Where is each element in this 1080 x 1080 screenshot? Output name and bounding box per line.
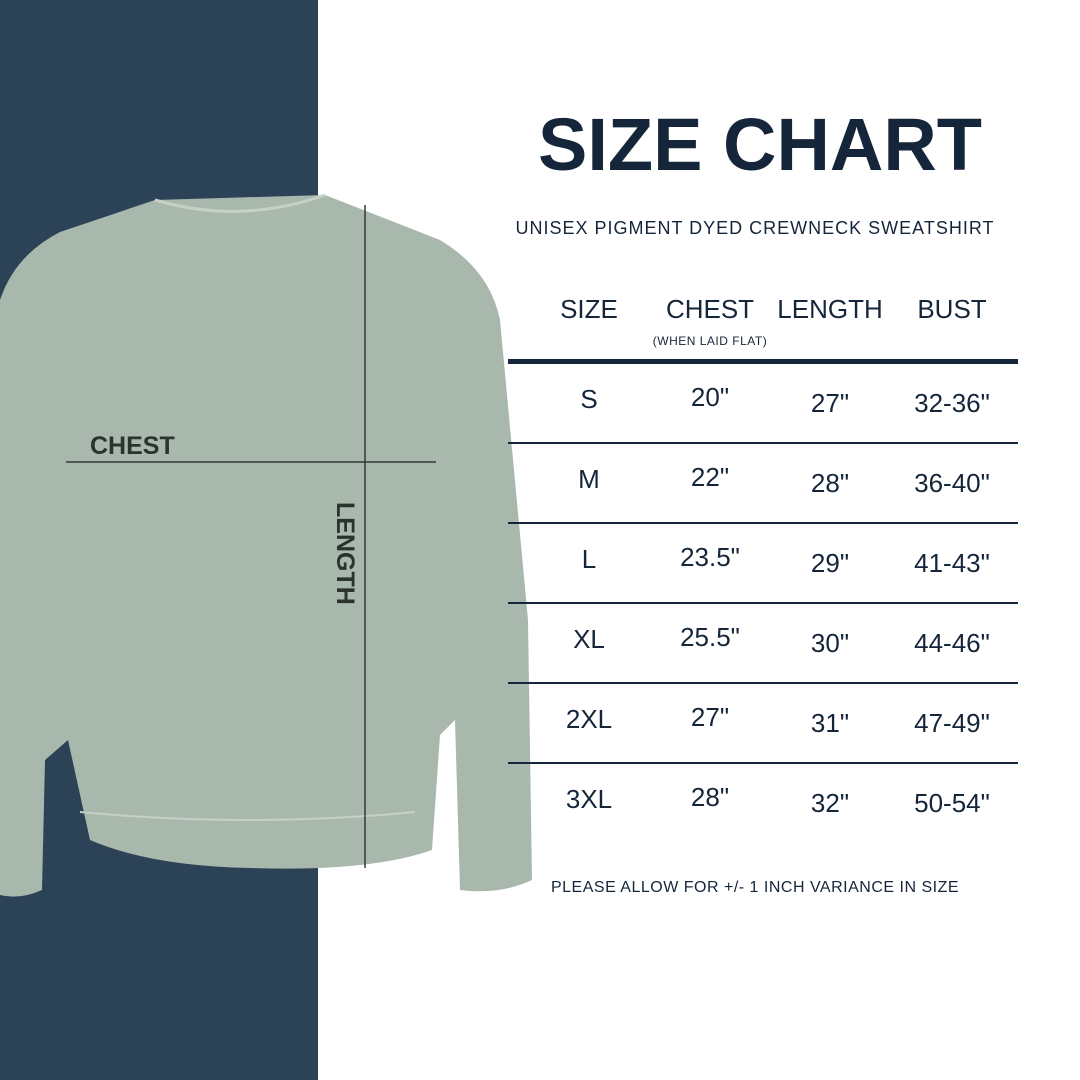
subtitle: UNISEX PIGMENT DYED CREWNECK SWEATSHIRT — [515, 218, 995, 238]
row-divider — [508, 682, 1018, 684]
table-cell: 22" — [690, 462, 730, 492]
table-cell: 27" — [810, 388, 850, 418]
row-divider — [508, 762, 1018, 764]
table-cell: 36-40" — [914, 468, 990, 498]
table-cell: 30" — [810, 628, 850, 658]
table-cell: 47-49" — [914, 708, 990, 738]
table-cell: 50-54" — [914, 788, 990, 818]
row-divider — [508, 442, 1018, 444]
table-cell: M — [578, 464, 600, 494]
table-cell: 28" — [690, 782, 730, 812]
header-bust: BUST — [917, 294, 987, 324]
header-length: LENGTH — [777, 294, 883, 324]
table-cell: 32" — [810, 788, 850, 818]
table-cell: S — [580, 384, 598, 414]
table-cell: 28" — [810, 468, 850, 498]
table-cell: 25.5" — [680, 622, 740, 652]
table-cell: L — [581, 544, 597, 574]
table-cell: 23.5" — [680, 542, 740, 572]
chest-note: (WHEN LAID FLAT) — [652, 334, 768, 348]
header-divider — [508, 359, 1018, 364]
table-cell: 3XL — [565, 784, 613, 814]
length-measure-label: LENGTH — [331, 502, 359, 605]
table-cell: 20" — [690, 382, 730, 412]
row-divider — [508, 522, 1018, 524]
table-cell: XL — [573, 624, 605, 654]
table-cell: 2XL — [565, 704, 613, 734]
row-divider — [508, 602, 1018, 604]
table-cell: 41-43" — [914, 548, 990, 578]
header-chest: CHEST — [665, 294, 755, 324]
table-cell: 32-36" — [914, 388, 990, 418]
table-cell: 31" — [810, 708, 850, 738]
table-cell: 44-46" — [914, 628, 990, 658]
table-cell: 27" — [690, 702, 730, 732]
sweatshirt-image — [0, 193, 532, 897]
variance-note: PLEASE ALLOW FOR +/- 1 INCH VARIANCE IN … — [550, 879, 960, 896]
header-size: SIZE — [560, 294, 618, 324]
page-title: SIZE CHART — [538, 103, 982, 186]
chest-measure-label: CHEST — [90, 432, 175, 460]
table-cell: 29" — [810, 548, 850, 578]
